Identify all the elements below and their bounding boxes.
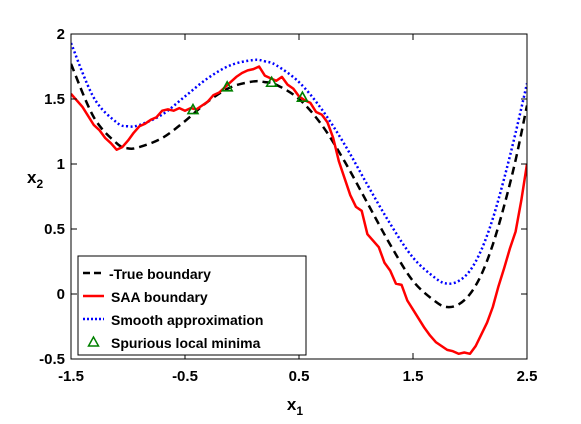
- spurious-local-minimum-marker: [296, 90, 309, 102]
- spurious-local-minimum-marker: [186, 102, 200, 115]
- series-layer: [71, 42, 527, 356]
- x-axis-label-sub: 1: [296, 404, 303, 418]
- legend-label-spurious-local-minima: Spurious local minima: [111, 335, 261, 351]
- y-tick-label: 0.5: [44, 221, 65, 238]
- spurious-local-minimum-marker: [265, 75, 278, 88]
- y-tick-label: 1: [57, 156, 65, 173]
- y-axis-label-sub: 2: [36, 177, 43, 191]
- x-tick-label: 0.5: [289, 368, 310, 385]
- y-tick-label: -0.5: [39, 351, 65, 368]
- x-tick-label: 2.5: [517, 368, 538, 385]
- y-axis-label: x2: [27, 168, 43, 191]
- x-tick-label: -0.5: [172, 368, 198, 385]
- x-axis-label-main: x: [287, 395, 297, 414]
- legend-label-true-boundary-prefix: -: [109, 266, 114, 282]
- x-tick-label: -1.5: [58, 368, 84, 385]
- y-tick-label: 1.5: [44, 91, 65, 108]
- spurious-local-minimum-marker: [220, 80, 234, 92]
- x-tick-label: 1.5: [403, 368, 424, 385]
- legend-label-smooth-approximation: Smooth approximation: [111, 312, 263, 328]
- tick-layer: -1.5 -0.5 0.5 1.5 2.5-0.500.511.52: [39, 26, 537, 385]
- legend-label-true-boundary-name: True boundary: [114, 266, 211, 282]
- legend-label-saa-boundary: SAA boundary: [111, 289, 208, 305]
- y-tick-label: 0: [57, 286, 65, 303]
- x-axis-label: x1: [287, 395, 303, 418]
- legend: -True boundary SAA boundary Smooth appro…: [77, 255, 307, 356]
- y-tick-label: 2: [57, 26, 65, 43]
- legend-box: [77, 255, 307, 356]
- y-axis-label-main: x: [27, 168, 37, 187]
- series-line-saa-boundary: [71, 65, 527, 356]
- legend-label-true-boundary: -True boundary: [109, 266, 211, 282]
- legend-swatch-spurious-local-minima: [87, 335, 100, 347]
- series-line-true-boundary: [71, 63, 527, 309]
